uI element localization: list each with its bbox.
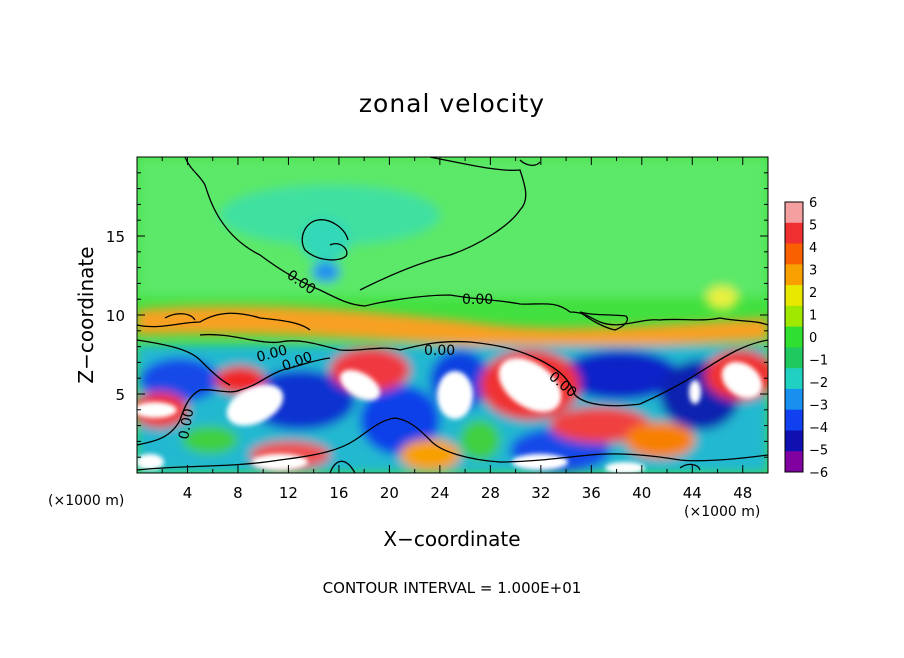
- contour-line: [137, 357, 331, 446]
- colorbar-swatch: [785, 368, 803, 390]
- field-orange-cell: [625, 422, 695, 458]
- field-saturated: [512, 454, 568, 470]
- colorbar-frame: [784, 201, 804, 473]
- field-green-cell: [182, 426, 238, 454]
- field-cyan-blob-small: [300, 218, 350, 262]
- colorbar-label: −6: [809, 466, 828, 481]
- colorbar-label: −2: [809, 376, 828, 391]
- colorbar-swatch: [785, 347, 803, 369]
- contour-line: [329, 460, 356, 473]
- contour-line: [137, 339, 231, 386]
- field-blue-cell: [560, 350, 680, 400]
- x-tick-label: 48: [733, 484, 752, 502]
- x-tick-label: 36: [582, 484, 601, 502]
- plot-area: 0.00 0.00 0.00 0.00 0.00 0.00 0.00: [137, 157, 768, 473]
- x-tick-label: 24: [430, 484, 449, 502]
- x-unit-left: (×1000 m): [48, 493, 124, 509]
- colorbar-swatch: [785, 430, 803, 452]
- field-orange-cell: [400, 439, 460, 471]
- colorbar-swatch: [785, 305, 803, 328]
- y-axis-label: Z−coordinate: [74, 246, 98, 383]
- contour-line: [519, 159, 541, 166]
- colorbar-swatch: [785, 264, 803, 286]
- colorbar-label: 3: [809, 264, 817, 279]
- contour-label: 0.00: [176, 407, 197, 440]
- field-saturated: [137, 454, 164, 470]
- y-axis: 5 10 15: [106, 172, 768, 458]
- x-tick-label: 16: [329, 484, 348, 502]
- colorbar-swatch: [785, 222, 803, 245]
- field-saturated: [226, 384, 284, 426]
- contour-line: [164, 313, 196, 321]
- colorbar-label: 6: [809, 196, 817, 211]
- y-tick-label: 5: [115, 386, 125, 404]
- field-blue-cell: [140, 358, 220, 402]
- contour-line: [679, 463, 701, 471]
- field-shear-band: [137, 306, 768, 348]
- field-blue-cell: [360, 385, 440, 455]
- x-tick-label: 8: [233, 484, 243, 502]
- colorbar-label: 4: [809, 241, 817, 256]
- contour-line: [184, 157, 768, 326]
- x-tick-label: 4: [183, 484, 193, 502]
- colorbar-swatch: [785, 285, 803, 307]
- contour-line: [137, 312, 311, 331]
- colorbar: 6 5 4 3 2 1 0 −1 −2 −3 −4 −5 −6: [784, 196, 828, 481]
- colorbar-label: −5: [809, 444, 828, 459]
- colorbar-swatch: [785, 388, 803, 411]
- colorbar-label: 1: [809, 309, 817, 324]
- y-tick-label: 15: [106, 228, 125, 246]
- colorbar-swatch: [785, 451, 803, 473]
- field-saturated: [689, 380, 701, 404]
- contour-line: [359, 157, 527, 291]
- colorbar-swatch: [785, 326, 803, 348]
- x-tick-label: 12: [279, 484, 298, 502]
- y-tick-label: 10: [106, 307, 125, 325]
- colorbar-label: −3: [809, 399, 828, 414]
- x-tick-label: 28: [481, 484, 500, 502]
- colorbar-swatch: [785, 409, 803, 431]
- x-tick-label: 32: [531, 484, 550, 502]
- field-blue-spot: [312, 262, 340, 282]
- colorbar-label: 0: [809, 331, 817, 346]
- contour-line: [137, 417, 768, 471]
- field-saturated: [137, 402, 177, 418]
- contour-line: [579, 311, 629, 331]
- colorbar-label: −1: [809, 354, 828, 369]
- contour-interval-note: CONTOUR INTERVAL = 1.000E+01: [323, 579, 582, 597]
- colorbar-swatch: [785, 243, 803, 265]
- x-tick-label: 44: [683, 484, 702, 502]
- x-axis-label: X−coordinate: [383, 527, 520, 551]
- contour-label: 0.00: [462, 292, 493, 308]
- contour-lines: [137, 157, 768, 473]
- field-saturated: [721, 361, 763, 399]
- x-axis: 4 8 12 16 20 24 28 32 36 40 44 48: [161, 157, 752, 502]
- field-green-cell: [460, 420, 500, 460]
- contour-label: 0.00: [424, 343, 455, 359]
- colorbar-label: −4: [809, 421, 828, 436]
- field-saturated: [605, 462, 645, 473]
- colorbar-label: 2: [809, 286, 817, 301]
- chart-title: zonal velocity: [359, 89, 545, 118]
- x-tick-label: 40: [632, 484, 651, 502]
- contour-line: [199, 333, 768, 407]
- field-saturated: [498, 358, 562, 412]
- colorbar-label: 5: [809, 219, 817, 234]
- field-saturated: [437, 371, 473, 419]
- field-cyan-blob-upper: [220, 185, 440, 245]
- x-tick-label: 20: [380, 484, 399, 502]
- field-saturated: [340, 369, 380, 401]
- colorbar-swatch: [785, 202, 803, 224]
- field-red-cell: [550, 407, 650, 443]
- contour-label: 0.00: [255, 342, 289, 366]
- contour-line: [301, 219, 349, 261]
- field-yellow-spot: [706, 286, 738, 310]
- x-unit-right: (×1000 m): [684, 504, 760, 520]
